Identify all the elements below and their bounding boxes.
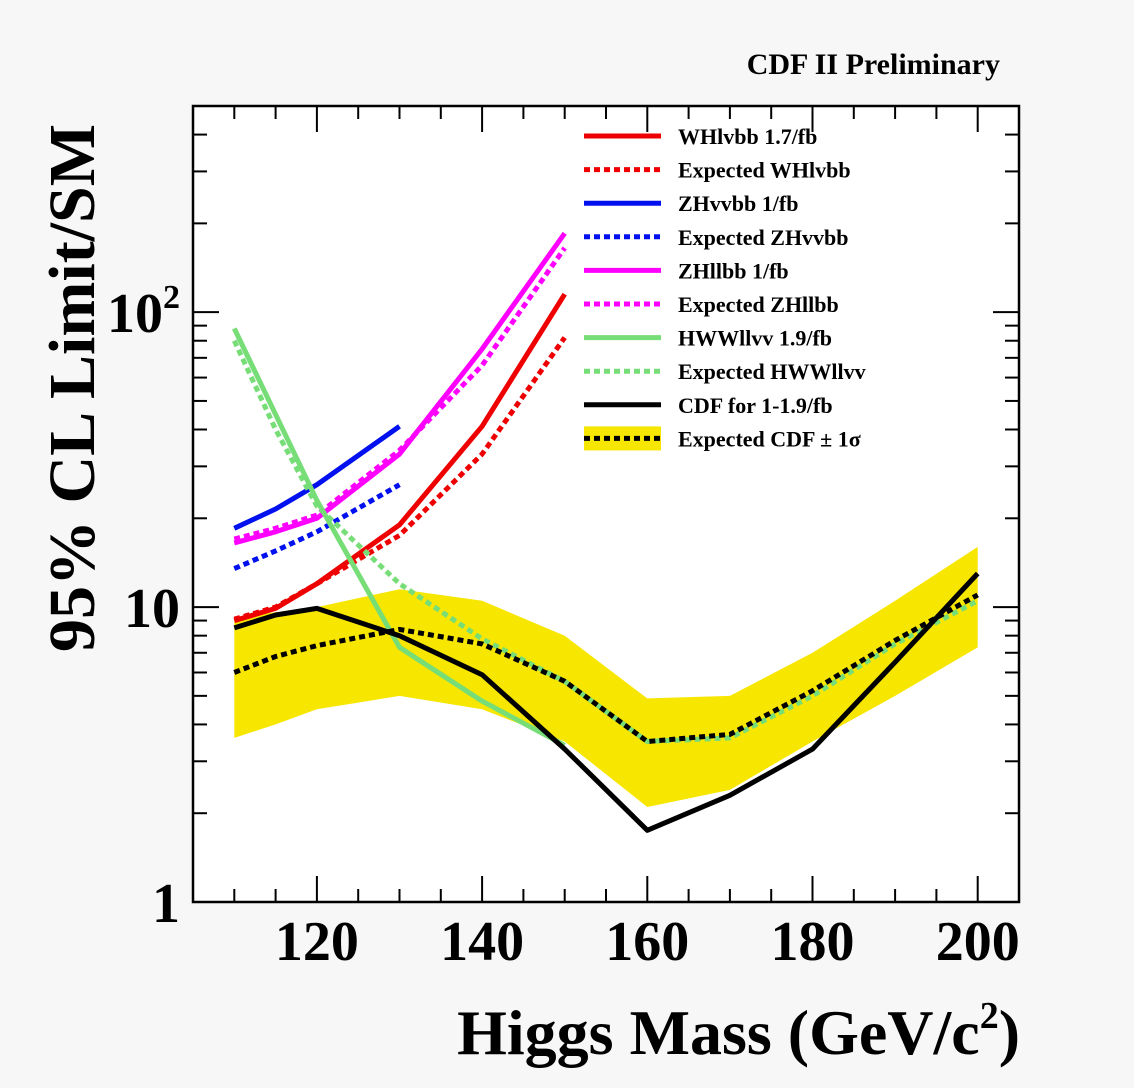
legend-label: CDF for 1-1.9/fb [678,393,833,418]
series-hwwllvv-1-9-fb [232,327,566,748]
x-axis-label: Higgs Mass (GeV/c2) [457,995,1020,1068]
legend-label: ZHvvbb 1/fb [678,191,798,216]
y-tick-label-exponent: 2 [163,279,180,316]
x-tick-label: 200 [936,911,1020,973]
x-axis-label-main: Higgs Mass (GeV/c [457,997,980,1068]
x-axis-label-sup: 2 [980,995,999,1037]
y-tick-label-base: 10 [107,283,163,345]
series-cdf-for-1-1-9-fb [233,571,980,833]
series-expected-whlvbb [233,336,567,622]
y-tick-label-base: 1 [152,873,180,935]
x-tick-label: 160 [605,911,689,973]
legend-label: HWWllvv 1.9/fb [678,326,832,351]
y-tick-label: 1 [152,873,180,935]
legend-label: Expected ZHvvbb [678,225,849,250]
x-tick-label: 180 [771,911,855,973]
legend-label: WHlvbb 1.7/fb [678,124,817,149]
legend-label: Expected WHlvbb [678,158,851,183]
series-zhvvbb-1-fb [233,424,401,531]
legend: WHlvbb 1.7/fb Expected WHlvbb ZHvvbb 1/fb E… [584,124,866,451]
series-zhllbb-1-fb [233,231,567,546]
series-expected-zhllbb [233,246,567,542]
x-tick-label: 140 [440,911,524,973]
y-axis-label: 95% CL Limit/SM [36,124,109,652]
plot-content [232,231,980,833]
axis-ticks [193,105,1019,903]
y-tick-label: 102 [107,279,180,345]
legend-label: Expected HWWllvv [678,359,866,384]
series-expected-cdf-1 [233,592,979,744]
y-tick-label-base: 10 [124,578,180,640]
chart-title: CDF II Preliminary [747,48,1000,81]
legend-label: ZHllbb 1/fb [678,258,789,283]
series-expected-zhvvbb [233,482,401,571]
legend-label: Expected CDF ± 1σ [678,426,861,451]
y-tick-label: 10 [124,578,180,640]
x-axis-label-close: ) [999,997,1020,1068]
x-tick-label: 120 [275,911,359,973]
legend-label: Expected ZHllbb [678,292,839,317]
band-expected-1sigma [234,546,978,807]
